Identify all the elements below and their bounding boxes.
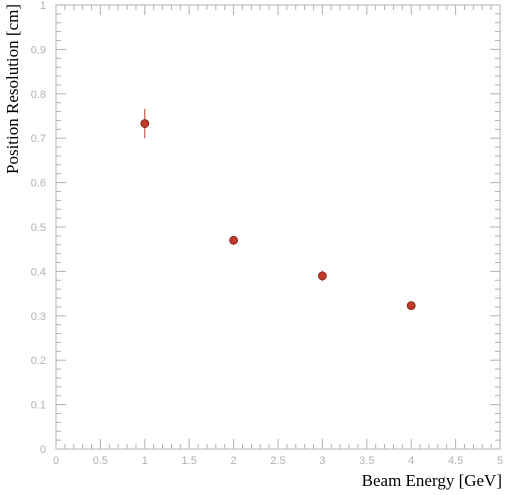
- y-axis-title: Position Resolution [cm]: [3, 4, 22, 174]
- x-tick-label: 5: [497, 455, 503, 467]
- x-tick-label: 4: [408, 455, 414, 467]
- y-tick-label: 1: [40, 0, 46, 12]
- data-point: [317, 271, 327, 281]
- y-tick-label: 0: [40, 444, 46, 456]
- x-tick-label: 0: [53, 455, 59, 467]
- x-tick-label: 3: [319, 455, 325, 467]
- x-tick-label: 2: [231, 455, 237, 467]
- y-tick-label: 0.5: [31, 222, 46, 234]
- y-tick-label: 0.2: [31, 355, 46, 367]
- plot-frame-rect: [55, 4, 501, 450]
- y-tick-label: 0.6: [31, 178, 46, 190]
- x-tick-label: 2.5: [270, 455, 285, 467]
- data-point: [229, 235, 239, 245]
- data-point: [406, 301, 416, 310]
- y-tick-label: 0.7: [31, 133, 46, 145]
- data-point: [140, 119, 150, 128]
- y-axis-ticks: 0 0.1 0.2 0.3 0.4 0.5 0.6 0.7 0.8 0.9 1: [31, 0, 500, 456]
- x-tick-label: 4.5: [448, 455, 463, 467]
- x-tick-label: 1.5: [182, 455, 197, 467]
- x-tick-label: 3.5: [359, 455, 374, 467]
- x-tick-label: 0.5: [93, 455, 108, 467]
- x-axis-ticks: 0 0.5 1 1.5 2 2.5 3 3.5 4 4.5 5: [53, 5, 503, 467]
- x-tick-label: 1: [142, 455, 148, 467]
- y-tick-label: 0.8: [31, 89, 46, 101]
- y-tick-label: 0.4: [31, 266, 46, 278]
- plot-frame: [55, 4, 501, 450]
- y-tick-label: 0.9: [31, 44, 46, 56]
- x-axis-title: Beam Energy [GeV]: [362, 471, 502, 490]
- y-tick-label: 0.3: [31, 311, 46, 323]
- data-points: [140, 108, 416, 310]
- y-tick-label: 0.1: [31, 400, 46, 412]
